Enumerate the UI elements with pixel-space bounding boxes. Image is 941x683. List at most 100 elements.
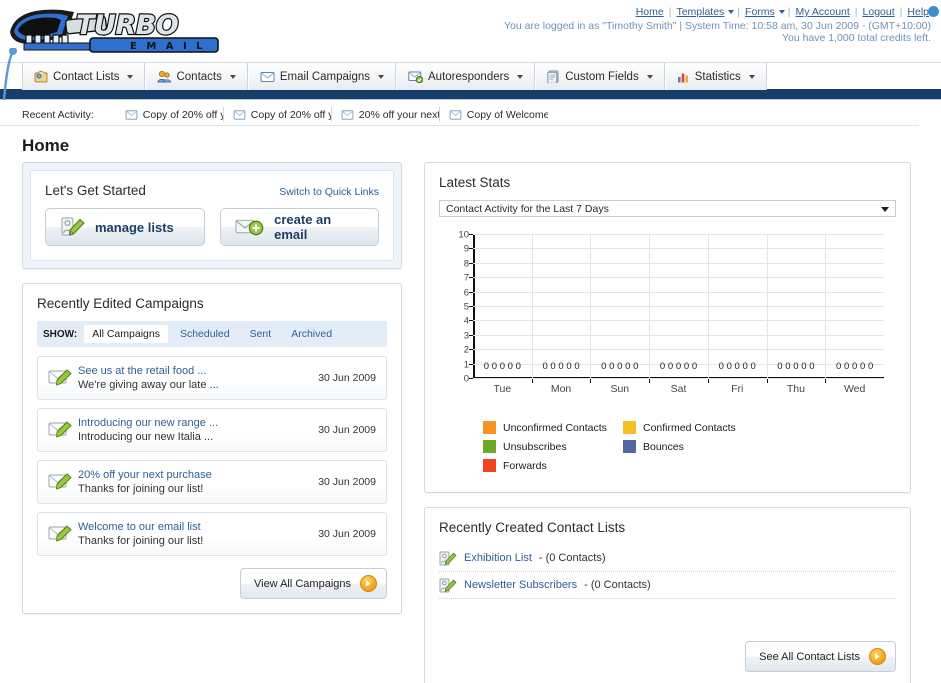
chart-value-label: 0 [750,361,756,372]
nav-tab-custom-fields[interactable]: Custom Fields [535,63,665,90]
chart-value-label: 0 [566,361,572,372]
arrow-right-icon [869,648,886,665]
contact-list-row[interactable]: Exhibition List - (0 Contacts) [439,545,896,572]
campaign-date: 30 Jun 2009 [318,528,376,540]
manage-lists-button[interactable]: manage lists [45,208,205,246]
filter-all-campaigns[interactable]: All Campaigns [84,325,168,343]
campaign-date: 30 Jun 2009 [318,424,376,436]
chart-y-tick-label: 6 [463,287,469,299]
campaign-edit-icon [48,367,78,390]
campaign-title[interactable]: 20% off your next purchase [78,469,212,481]
nav-tab-contacts[interactable]: Contacts [145,63,248,90]
chart-value-label: 0 [542,361,548,372]
stats-period-select[interactable]: Contact Activity for the Last 7 Days [439,200,896,217]
chart-value-label: 0 [675,361,682,372]
chart-y-tick-label: 3 [463,330,469,342]
campaign-title[interactable]: Welcome to our email list [78,521,201,533]
chart-y-tick-label: 9 [463,243,469,255]
chart-vertical-gridline [649,235,651,379]
recent-activity-item[interactable]: Copy of 20% off yo [224,107,332,122]
contact-list-name[interactable]: Newsletter Subscribers [464,579,578,591]
main-navigation: Contact Lists Contacts Email Campa [0,62,941,90]
campaign-title[interactable]: Introducing our new range ... [78,417,219,429]
campaign-date: 30 Jun 2009 [318,476,376,488]
chart-x-tick-mark [649,379,651,383]
nav-tab-label: Email Campaigns [279,70,370,83]
contact-list-edit-icon [439,550,457,566]
recent-activity-item[interactable]: 20% off your next p [332,107,440,122]
campaign-date: 30 Jun 2009 [318,372,376,384]
arrow-right-icon [360,575,377,592]
contact-list-count: - (0 Contacts) [538,552,606,564]
chevron-down-icon [748,74,755,79]
chart-value-label: 0 [558,361,564,372]
contact-list-name[interactable]: Exhibition List [464,552,532,564]
contact-list-count: - (0 Contacts) [584,579,651,591]
chart-vertical-gridline [825,235,827,379]
chart-y-tick-label: 4 [463,315,469,327]
chevron-down-icon [881,207,889,212]
stats-period-value: Contact Activity for the Last 7 Days [446,202,609,215]
create-an-email-button[interactable]: create an email [219,208,379,246]
header-link-logout[interactable]: Logout [862,6,895,18]
recent-activity-item[interactable]: Copy of 20% off yo [116,107,224,122]
legend-label: Confirmed Contacts [643,421,736,434]
chart-value-label: 0 [801,361,807,372]
chart-gridline [473,262,884,264]
nav-tab-autoresponders[interactable]: Autoresponders [396,63,536,90]
chart-x-tick-mark [531,379,533,383]
campaign-row[interactable]: Welcome to our email list Thanks for joi… [37,512,387,556]
header-link-my-account[interactable]: My Account [795,6,850,18]
header-link-home[interactable]: Home [635,6,664,18]
filter-sent[interactable]: Sent [249,328,272,340]
campaign-row[interactable]: See us at the retail food ... We're givi… [37,356,387,400]
campaign-text: Welcome to our email list Thanks for joi… [78,520,310,548]
chart-y-tick-mark [469,234,473,235]
chart-x-tick-mark [766,379,768,383]
see-all-contact-lists-button[interactable]: See All Contact Lists [745,641,896,672]
chart-vertical-gridline [707,235,709,379]
campaign-edit-icon [48,471,78,494]
campaign-row[interactable]: 20% off your next purchase Thanks for jo… [37,460,387,504]
header-link-help[interactable]: Help [907,6,929,18]
chart-vertical-gridline [766,235,768,379]
chart-value-label: 0 [625,361,631,372]
chart-value-label: 0 [574,361,580,372]
spacer [439,599,896,629]
chart-value-label: 0 [867,361,874,372]
campaign-row[interactable]: Introducing our new range ... Introducin… [37,408,387,452]
chart-value-label: 0 [851,361,858,372]
contact-list-row[interactable]: Newsletter Subscribers - (0 Contacts) [439,572,896,599]
campaign-edit-icon [48,523,78,546]
view-all-campaigns-button[interactable]: View All Campaigns [239,568,387,599]
lets-get-started-inner: Let's Get Started Switch to Quick Links [30,170,394,261]
header-link-templates[interactable]: Templates [676,6,725,18]
nav-tab-email-campaigns[interactable]: Email Campaigns [247,63,396,90]
view-all-campaigns-row: View All Campaigns [37,568,387,599]
campaign-title[interactable]: See us at the retail food ... [78,365,207,377]
chart-gridline [473,320,884,322]
nav-tab-contact-lists[interactable]: Contact Lists [22,63,146,90]
chart-value-label: 0 [859,361,866,372]
chart-value-label: 0 [777,361,783,372]
chart-x-tick-mark [590,379,592,383]
header-link-forms[interactable]: Forms [745,6,775,18]
filter-scheduled[interactable]: Scheduled [179,328,230,340]
chart-y-tick-mark [469,262,473,264]
campaign-subtitle: Thanks for joining our list! [78,535,204,547]
campaign-edit-icon [48,419,78,442]
recent-activity-item[interactable]: Copy of Welcome to [440,107,548,122]
chart-y-tick-label: 0 [463,373,469,385]
contact-activity-chart: 0 1 2 3 4 5 6 7 8 9 10 0 0 0 0 0 0 0 0 0 0 0 0 0 0 0 0 0 0 0 0 0 0 0 0 0 0 0 0… [439,223,896,413]
chart-plot-area: 0 1 2 3 4 5 6 7 8 9 10 0 0 0 0 0 0 0 0 0 0 0 0 0 0 0 0 0 0 0 0 0 0 0 0 0 0 0 0… [458,230,884,385]
chart-x-tick-mark [825,379,827,383]
legend-color-swatch [483,459,496,472]
chart-x-tick-label: Wed [843,383,866,395]
switch-to-quick-links-link[interactable]: Switch to Quick Links [279,186,379,198]
recent-activity-item-label: Copy of 20% off yo [142,108,224,121]
legend-color-swatch [623,421,636,434]
chart-value-label: 0 [718,361,724,372]
nav-tab-statistics[interactable]: Statistics [664,63,767,90]
filter-archived[interactable]: Archived [291,328,333,340]
chart-value-label: 0 [483,361,490,372]
